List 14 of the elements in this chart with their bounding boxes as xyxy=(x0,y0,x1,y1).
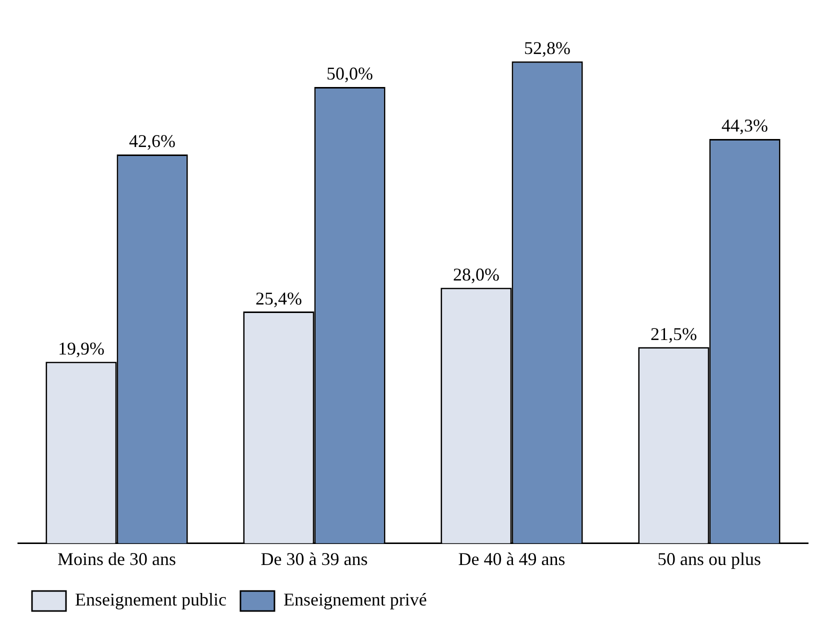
data-label: 42,6% xyxy=(129,131,176,152)
x-tick-label: Moins de 30 ans xyxy=(58,548,176,569)
data-label: 52,8% xyxy=(524,38,571,58)
data-label: 21,5% xyxy=(650,324,697,344)
x-tick-label: De 30 à 39 ans xyxy=(260,548,368,569)
legend-label: Enseignement public xyxy=(75,590,226,610)
data-label: 50,0% xyxy=(326,64,374,84)
data-label: 44,3% xyxy=(722,116,768,136)
data-label: 28,0% xyxy=(452,264,500,285)
x-tick-label: De 40 à 49 ans xyxy=(458,548,566,569)
x-tick-label: 50 ans ou plus xyxy=(658,548,761,569)
legend-label: Enseignement privé xyxy=(283,590,427,610)
data-label: 25,4% xyxy=(255,288,302,308)
data-label: 19,9% xyxy=(58,338,104,358)
